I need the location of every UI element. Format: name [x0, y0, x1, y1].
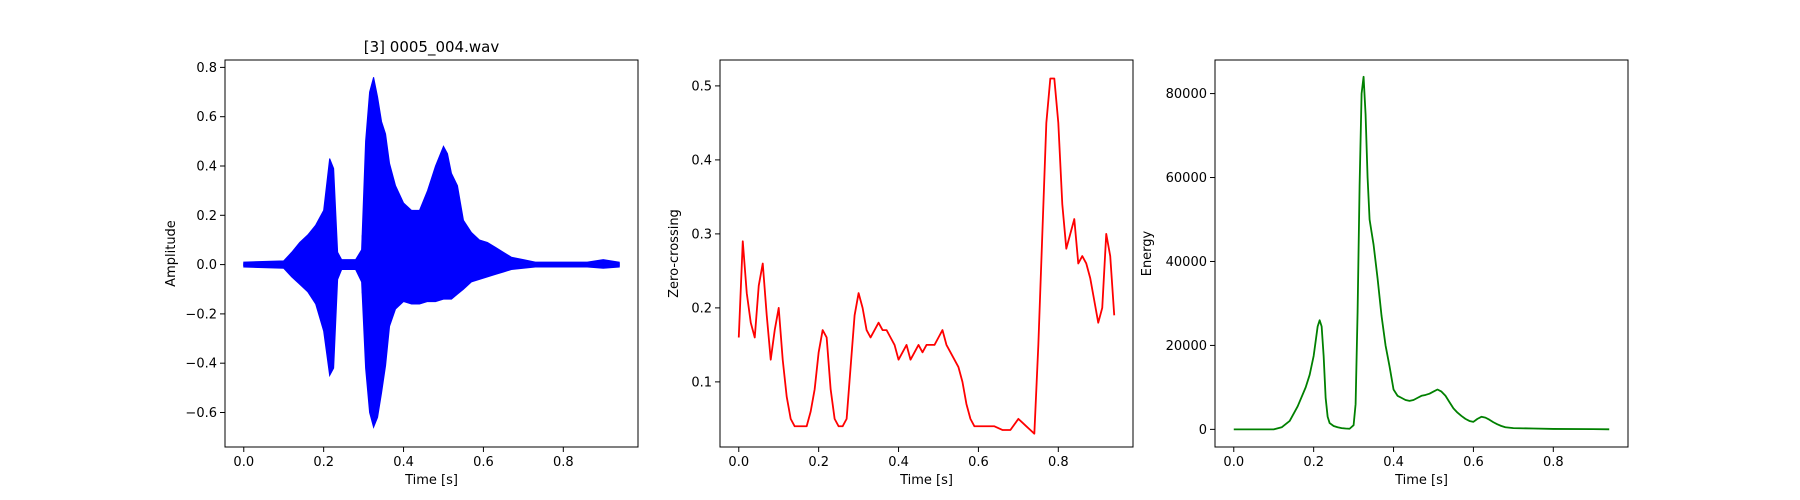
y-tick-label: 0 [1199, 423, 1207, 438]
y-axis-label: Amplitude [164, 220, 179, 287]
y-tick-label: −0.2 [185, 307, 217, 322]
plot-area [243, 77, 620, 429]
panel-energy: 0.0 0.2 0.4 0.6 0.8 0 20000 40000 60000 80000 Time… [1140, 59, 1629, 488]
x-axis-label: Time [s] [1394, 473, 1448, 488]
y-tick-label: −0.4 [185, 357, 217, 372]
y-tick-label: 20000 [1166, 339, 1207, 354]
y-axis-label: Energy [1140, 230, 1155, 276]
y-tick-label: 0.0 [196, 258, 217, 273]
x-tick-label: 0.8 [1543, 455, 1564, 470]
y-tick-label: 0.8 [196, 61, 217, 76]
axes-frame [1214, 59, 1629, 448]
waveform-strokes [243, 93, 620, 414]
x-tick-label: 0.0 [233, 455, 254, 470]
y-tick-label: 80000 [1166, 87, 1207, 102]
x-tick-label: 0.8 [1048, 455, 1069, 470]
x-tick-label: 0.6 [1463, 455, 1484, 470]
y-tick-label: −0.6 [185, 406, 217, 421]
y-tick-label: 40000 [1166, 255, 1207, 270]
axes-frame [719, 59, 1134, 448]
y-tick-label: 0.2 [691, 301, 712, 316]
y-axis-label: Zero-crossing [667, 209, 682, 298]
x-tick-label: 0.2 [808, 455, 829, 470]
plot-area [737, 77, 1116, 435]
y-tick-label: 0.4 [196, 159, 217, 174]
x-tick-label: 0.0 [1223, 455, 1244, 470]
x-axis-label: Time [s] [404, 473, 458, 488]
y-tick-label: 60000 [1166, 171, 1207, 186]
y-tick-label: 0.5 [691, 79, 712, 94]
panel-amplitude: 0.0 0.2 0.4 0.6 0.8 −0.6 −0.4 −0.2 0.0 0.2 0.4 0.6 0… [164, 38, 639, 488]
y-tick-label: 0.3 [691, 227, 712, 242]
x-tick-label: 0.6 [968, 455, 989, 470]
x-tick-label: 0.6 [473, 455, 494, 470]
axes-frame [224, 59, 639, 448]
panel-zero-crossing: 0.0 0.2 0.4 0.6 0.8 0.1 0.2 0.3 0.4 0.5 Time [s] Ze… [667, 59, 1134, 488]
x-tick-label: 0.2 [313, 455, 334, 470]
x-tick-label: 0.8 [553, 455, 574, 470]
x-axis-label: Time [s] [899, 473, 953, 488]
x-tick-label: 0.4 [888, 455, 909, 470]
x-tick-label: 0.4 [393, 455, 414, 470]
y-tick-label: 0.1 [691, 375, 712, 390]
x-tick-label: 0.0 [728, 455, 749, 470]
x-tick-label: 0.2 [1303, 455, 1324, 470]
series-line-0 [737, 77, 1116, 435]
plot-area [1233, 75, 1610, 431]
x-tick-label: 0.4 [1383, 455, 1404, 470]
y-tick-label: 0.2 [196, 209, 217, 224]
series-line-0 [1233, 75, 1610, 431]
chart-title: [3] 0005_004.wav [364, 38, 500, 57]
y-tick-label: 0.4 [691, 153, 712, 168]
y-tick-label: 0.6 [196, 110, 217, 125]
